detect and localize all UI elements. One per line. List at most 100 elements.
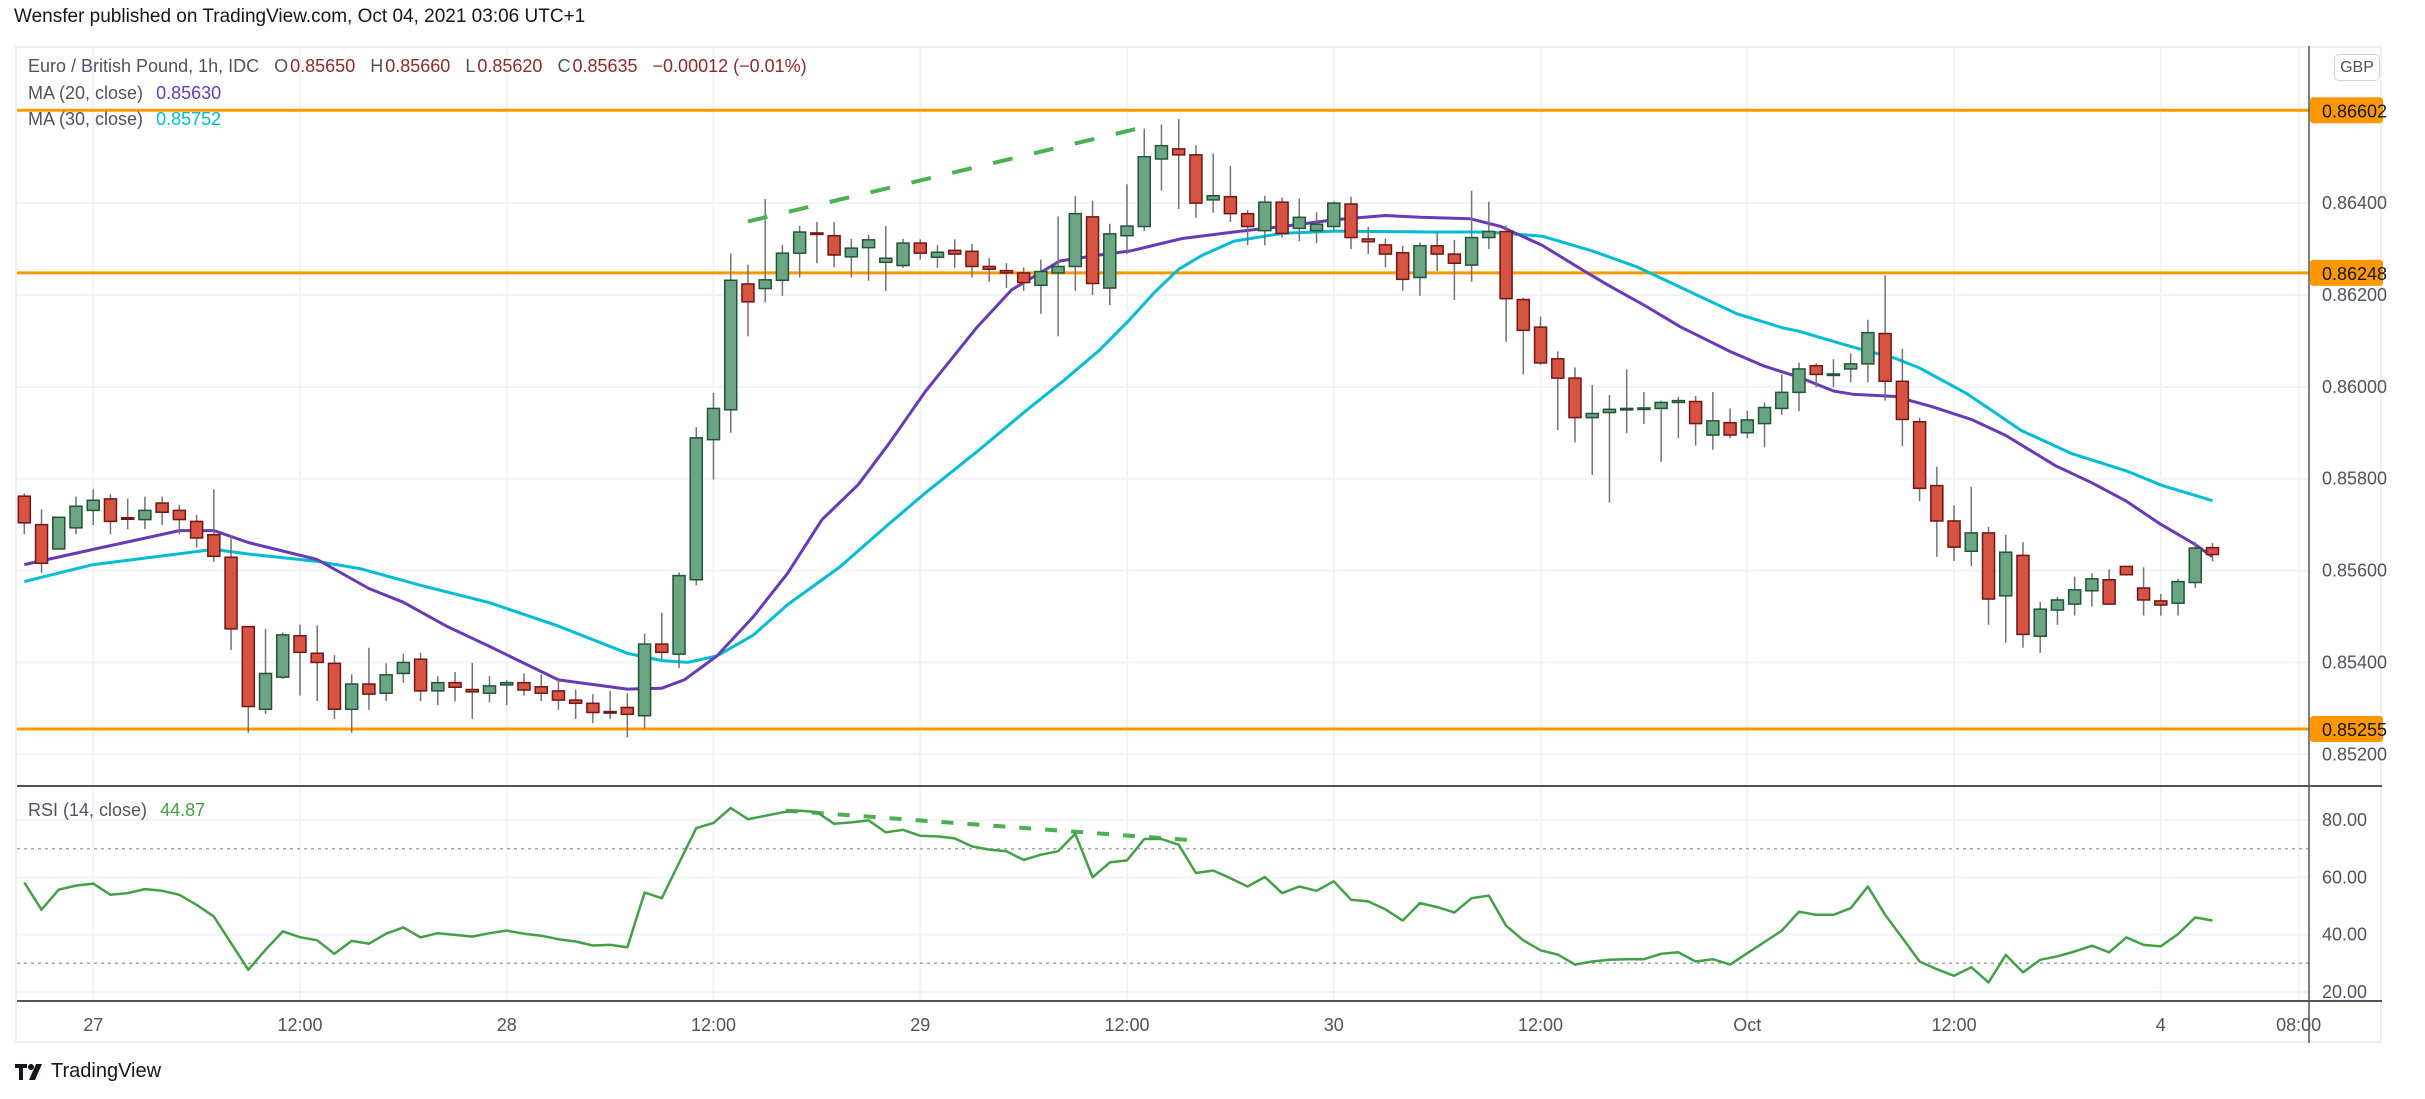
currency-button[interactable]: GBP: [2334, 54, 2380, 81]
candle: [276, 632, 290, 679]
price-tick-label: 0.85600: [2322, 561, 2387, 581]
candle: [1740, 410, 1755, 439]
candle-body: [1843, 363, 1858, 370]
candle-body: [241, 625, 256, 708]
candle-body: [276, 634, 290, 678]
price-tick-label: 0.85400: [2322, 652, 2387, 672]
candle: [1068, 196, 1083, 291]
candle-body: [603, 710, 617, 714]
symbol-legend: Euro / British Pound, 1h, IDC O 0.85650 H…: [28, 56, 809, 77]
candle-body: [586, 702, 600, 714]
candle: [1275, 197, 1289, 238]
candle: [2119, 565, 2134, 576]
axes[interactable]: 0.86400 0.86200 0.86000 0.85800 0.85600 0.854…: [17, 46, 2387, 1043]
candle: [1551, 351, 1565, 431]
candle-body: [69, 505, 83, 529]
candle: [155, 496, 169, 526]
candle: [2136, 567, 2151, 616]
candle: [120, 498, 135, 530]
candle-body: [689, 437, 704, 581]
candle-body: [1912, 420, 1927, 490]
candle-body: [672, 574, 686, 655]
close-value: 0.85635: [572, 56, 638, 76]
candle: [1051, 216, 1065, 337]
time-tick-label: Oct: [1733, 1015, 1761, 1035]
candle: [603, 690, 617, 719]
rsi-trendline[interactable]: [785, 808, 1195, 843]
candle: [1413, 242, 1427, 296]
candle-body: [775, 252, 790, 282]
candle: [1706, 391, 1720, 450]
trendlines[interactable]: [747, 123, 1195, 843]
candle: [2067, 576, 2082, 616]
candle: [1947, 505, 1961, 561]
candle-body: [2205, 546, 2220, 556]
candle-body: [1258, 201, 1272, 232]
candle: [224, 535, 238, 651]
candle-body: [1809, 364, 1823, 376]
candle-body: [1068, 212, 1083, 268]
candle-body: [1103, 233, 1117, 289]
ma20-legend[interactable]: MA (20, close) 0.85630: [28, 83, 223, 104]
candle: [1671, 396, 1686, 439]
candle-body: [930, 251, 945, 259]
candle: [310, 625, 324, 702]
candle: [913, 239, 928, 260]
candle: [689, 427, 704, 586]
candle: [1223, 165, 1238, 222]
candles: [17, 119, 2220, 738]
candle: [1964, 486, 1979, 566]
candle: [138, 496, 152, 530]
ma30-label: MA (30, close): [28, 109, 144, 129]
candle-body: [1275, 201, 1289, 235]
candle: [1895, 348, 1910, 447]
candle-body: [1292, 216, 1307, 230]
candle-body: [2085, 578, 2099, 592]
chart-frame: [15, 46, 2382, 1043]
ma30-legend[interactable]: MA (30, close) 0.85752: [28, 109, 223, 130]
candle: [344, 674, 359, 733]
high-value: 0.85660: [385, 56, 451, 76]
rsi-legend[interactable]: RSI (14, close) 44.87: [28, 800, 207, 821]
candle-body: [138, 509, 152, 521]
candle-body: [1757, 406, 1772, 425]
candle-body: [120, 516, 135, 520]
candle-body: [827, 234, 841, 256]
rsi-line: [23, 806, 2213, 984]
candle: [1792, 362, 1806, 412]
candle: [534, 674, 548, 702]
tradingview-logo[interactable]: TradingView: [15, 1060, 161, 1083]
candle-body: [947, 249, 962, 255]
candle: [1775, 374, 1789, 415]
candle-body: [103, 498, 118, 523]
rsi-label: RSI (14, close): [28, 800, 148, 820]
candle: [69, 496, 83, 535]
candle: [431, 676, 445, 706]
candle-body: [362, 683, 376, 695]
horizontal-levels[interactable]: [17, 108, 2309, 731]
candle-body: [706, 407, 721, 441]
price-trendline[interactable]: [747, 123, 1154, 224]
candle: [1034, 259, 1048, 314]
candle: [1361, 226, 1375, 255]
time-tick-label: 08:00: [2276, 1015, 2321, 1035]
candle-body: [465, 688, 480, 693]
candle: [2016, 542, 2030, 648]
candle: [1637, 391, 1651, 425]
candle-body: [792, 231, 807, 254]
candle-body: [1981, 532, 1996, 600]
candle: [1654, 400, 1668, 462]
candle: [1568, 367, 1582, 443]
candle-body: [155, 502, 169, 513]
candle: [1516, 297, 1531, 375]
candle: [1171, 119, 1186, 210]
level-price-label-bg: [2310, 97, 2383, 124]
candle-body: [2136, 587, 2151, 601]
candle: [1981, 526, 1996, 625]
candle: [465, 662, 480, 719]
candle-body: [431, 681, 445, 692]
time-tick-label: 12:00: [1932, 1015, 1977, 1035]
candle: [34, 509, 49, 573]
candle-body: [34, 523, 49, 564]
